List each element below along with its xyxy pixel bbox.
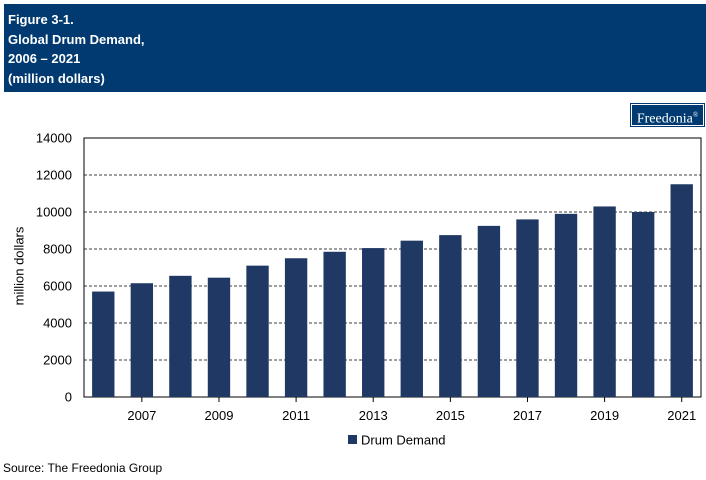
bar (477, 225, 501, 397)
logo-trademark: ® (692, 111, 699, 119)
bar (593, 206, 616, 397)
figure-units: (million dollars) (8, 70, 105, 86)
x-tick-label: 2017 (513, 408, 542, 423)
bar (516, 219, 539, 397)
freedonia-logo: Freedonia® (630, 103, 705, 127)
y-tick-label: 2000 (43, 353, 72, 368)
x-tick-label: 2009 (205, 408, 234, 423)
bar (439, 235, 462, 397)
y-tick-label: 8000 (43, 242, 72, 257)
x-tick-label: 2019 (590, 408, 619, 423)
x-tick-label: 2015 (436, 408, 465, 423)
x-tick-label: 2007 (127, 408, 156, 423)
bar (169, 275, 192, 397)
plot-area-frame (83, 137, 702, 398)
legend-swatch (348, 435, 357, 444)
bar (400, 240, 423, 397)
source-note: Source: The Freedonia Group (3, 461, 163, 475)
bar (130, 283, 154, 397)
legend-label: Drum Demand (361, 433, 446, 448)
figure-title: Global Drum Demand, (8, 31, 145, 47)
bar (246, 265, 269, 397)
y-tick-label: 14000 (36, 131, 72, 146)
bar (207, 277, 231, 397)
y-tick-label: 12000 (36, 168, 72, 183)
x-tick-label: 2021 (667, 408, 696, 423)
y-tick-label: 10000 (36, 205, 72, 220)
bar (323, 251, 346, 397)
bar (284, 258, 308, 397)
logo-text: Freedonia (636, 111, 693, 127)
x-tick-label: 2013 (359, 408, 388, 423)
bar (670, 184, 693, 397)
x-tick-label: 2011 (282, 408, 310, 423)
y-tick-label: 4000 (43, 316, 72, 331)
y-tick-label: 0 (65, 390, 72, 405)
y-tick-label: 6000 (43, 279, 72, 294)
figure-number: Figure 3-1. (8, 12, 74, 27)
figure-header: Figure 3-1. Global Drum Demand, 2006 – 2… (4, 4, 706, 92)
bar (92, 291, 115, 397)
bar (362, 248, 385, 397)
bar (554, 213, 578, 397)
figure-years: 2006 – 2021 (8, 51, 81, 66)
bar (631, 212, 655, 397)
